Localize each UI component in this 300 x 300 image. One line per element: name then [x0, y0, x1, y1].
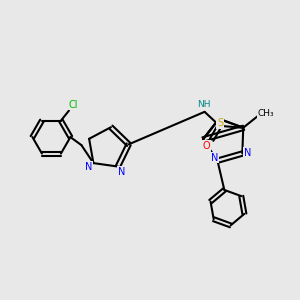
Text: N: N [244, 148, 251, 158]
Text: Cl: Cl [68, 100, 78, 110]
Text: N: N [85, 162, 92, 172]
Text: O: O [203, 141, 210, 151]
Text: CH₃: CH₃ [258, 109, 274, 118]
Text: S: S [217, 118, 223, 128]
Text: N: N [118, 167, 125, 176]
Text: NH: NH [197, 100, 210, 109]
Text: N: N [211, 153, 218, 163]
